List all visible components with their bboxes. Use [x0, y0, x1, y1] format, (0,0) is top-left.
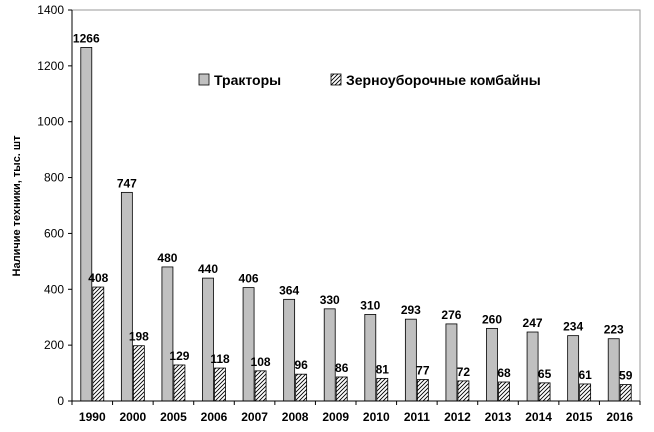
- bar-combines: [335, 376, 348, 402]
- data-label-combines: 59: [619, 369, 633, 383]
- data-label-combines: 198: [129, 330, 149, 344]
- x-tick-label: 2007: [241, 410, 268, 424]
- data-label-tractors: 364: [279, 283, 299, 297]
- bars: 1266 747 480 440 406 364 330 310 293 276 260 247 234…: [73, 31, 633, 402]
- x-tick-label: 2008: [282, 410, 309, 424]
- legend-label: Зерноуборочные комбайны: [346, 72, 541, 88]
- data-label-tractors: 234: [563, 320, 583, 334]
- y-tick-label: 1200: [37, 59, 64, 73]
- data-label-tractors: 480: [157, 251, 177, 265]
- data-label-combines: 81: [376, 362, 390, 376]
- y-tick-label: 600: [44, 226, 64, 240]
- bar-combines: [376, 377, 389, 402]
- x-tick-label: 1990: [79, 410, 106, 424]
- data-label-tractors: 276: [441, 308, 461, 322]
- data-label-tractors: 440: [198, 262, 218, 276]
- legend: Тракторы Зерноуборочные комбайны: [198, 72, 541, 88]
- bar-tractors: [364, 314, 377, 402]
- data-label-tractors: 747: [117, 176, 137, 190]
- x-tick-label: 2006: [201, 410, 228, 424]
- data-label-combines: 72: [457, 365, 471, 379]
- bar-combines: [254, 370, 267, 402]
- bar-tractors: [486, 327, 498, 402]
- bar-combines: [295, 373, 308, 402]
- bar-combines: [538, 382, 551, 402]
- bar-tractors: [567, 335, 580, 402]
- data-label-combines: 61: [578, 368, 592, 382]
- bar-tractors: [80, 47, 93, 402]
- x-axis: 1990 2000 2005 2006 2007 2008 2009 2010 2011 2012…: [71, 400, 641, 424]
- data-label-tractors: 330: [320, 293, 340, 307]
- x-tick-label: 2012: [444, 410, 471, 424]
- bar-tractors: [526, 331, 539, 402]
- y-tick-label: 400: [44, 282, 64, 296]
- data-label-tractors: 223: [604, 323, 624, 337]
- x-tick-label: 2011: [404, 410, 430, 424]
- legend-swatch: [198, 73, 210, 86]
- bar-tractors: [120, 191, 133, 402]
- bar-combines: [579, 383, 592, 402]
- x-tick-label: 2005: [160, 410, 187, 424]
- x-tick-label: 2016: [606, 410, 633, 424]
- bar-tractors: [242, 287, 255, 402]
- x-tick-label: 2013: [485, 410, 512, 424]
- data-label-combines: 68: [497, 366, 511, 380]
- data-label-tractors: 293: [401, 303, 421, 317]
- y-tick-label: 0: [57, 394, 64, 408]
- y-tick-label: 800: [44, 171, 64, 185]
- bar-tractors: [323, 308, 336, 402]
- bar-tractors: [607, 338, 620, 402]
- x-tick-label: 2010: [363, 410, 390, 424]
- bar-combines: [214, 367, 226, 402]
- data-label-combines: 129: [169, 349, 189, 363]
- data-label-tractors: 406: [239, 272, 259, 286]
- bar-tractors: [202, 277, 214, 402]
- y-tick-label: 200: [44, 338, 64, 352]
- data-label-tractors: 247: [523, 316, 543, 330]
- plot-frame: [71, 9, 641, 402]
- bar-combines: [173, 364, 186, 402]
- data-label-tractors: 260: [482, 312, 502, 326]
- x-tick-label: 2009: [322, 410, 349, 424]
- bar-combines: [132, 345, 145, 402]
- data-label-combines: 96: [294, 358, 308, 372]
- data-label-combines: 65: [538, 367, 552, 381]
- data-label-combines: 77: [416, 363, 430, 377]
- plot-area-border: [71, 9, 641, 402]
- x-tick-label: 2000: [120, 410, 147, 424]
- data-label-combines: 86: [335, 361, 349, 375]
- bar-combines: [416, 379, 429, 402]
- data-label-combines: 108: [251, 355, 271, 369]
- y-tick-label: 1000: [37, 115, 64, 129]
- bar-combines: [457, 380, 470, 402]
- bar-tractors: [283, 298, 296, 402]
- bar-combines: [92, 286, 105, 402]
- x-tick-label: 2014: [525, 410, 552, 424]
- data-label-tractors: 1266: [73, 31, 100, 45]
- bar-tractors: [404, 318, 417, 402]
- data-label-combines: 118: [210, 352, 230, 366]
- bar-tractors: [161, 266, 174, 402]
- y-axis: 0 200 400 600 800 1000 1200 1400: [37, 3, 73, 408]
- x-tick-label: 2015: [566, 410, 593, 424]
- y-axis-title: Наличие техники, тыс. шт: [11, 135, 23, 277]
- legend-swatch: [330, 73, 342, 86]
- legend-label: Тракторы: [214, 72, 281, 88]
- bar-combines: [619, 384, 632, 402]
- bar-tractors: [445, 323, 458, 402]
- data-label-tractors: 310: [360, 298, 380, 312]
- y-tick-label: 1400: [37, 3, 64, 17]
- data-label-combines: 408: [88, 271, 108, 285]
- bar-combines: [498, 381, 510, 402]
